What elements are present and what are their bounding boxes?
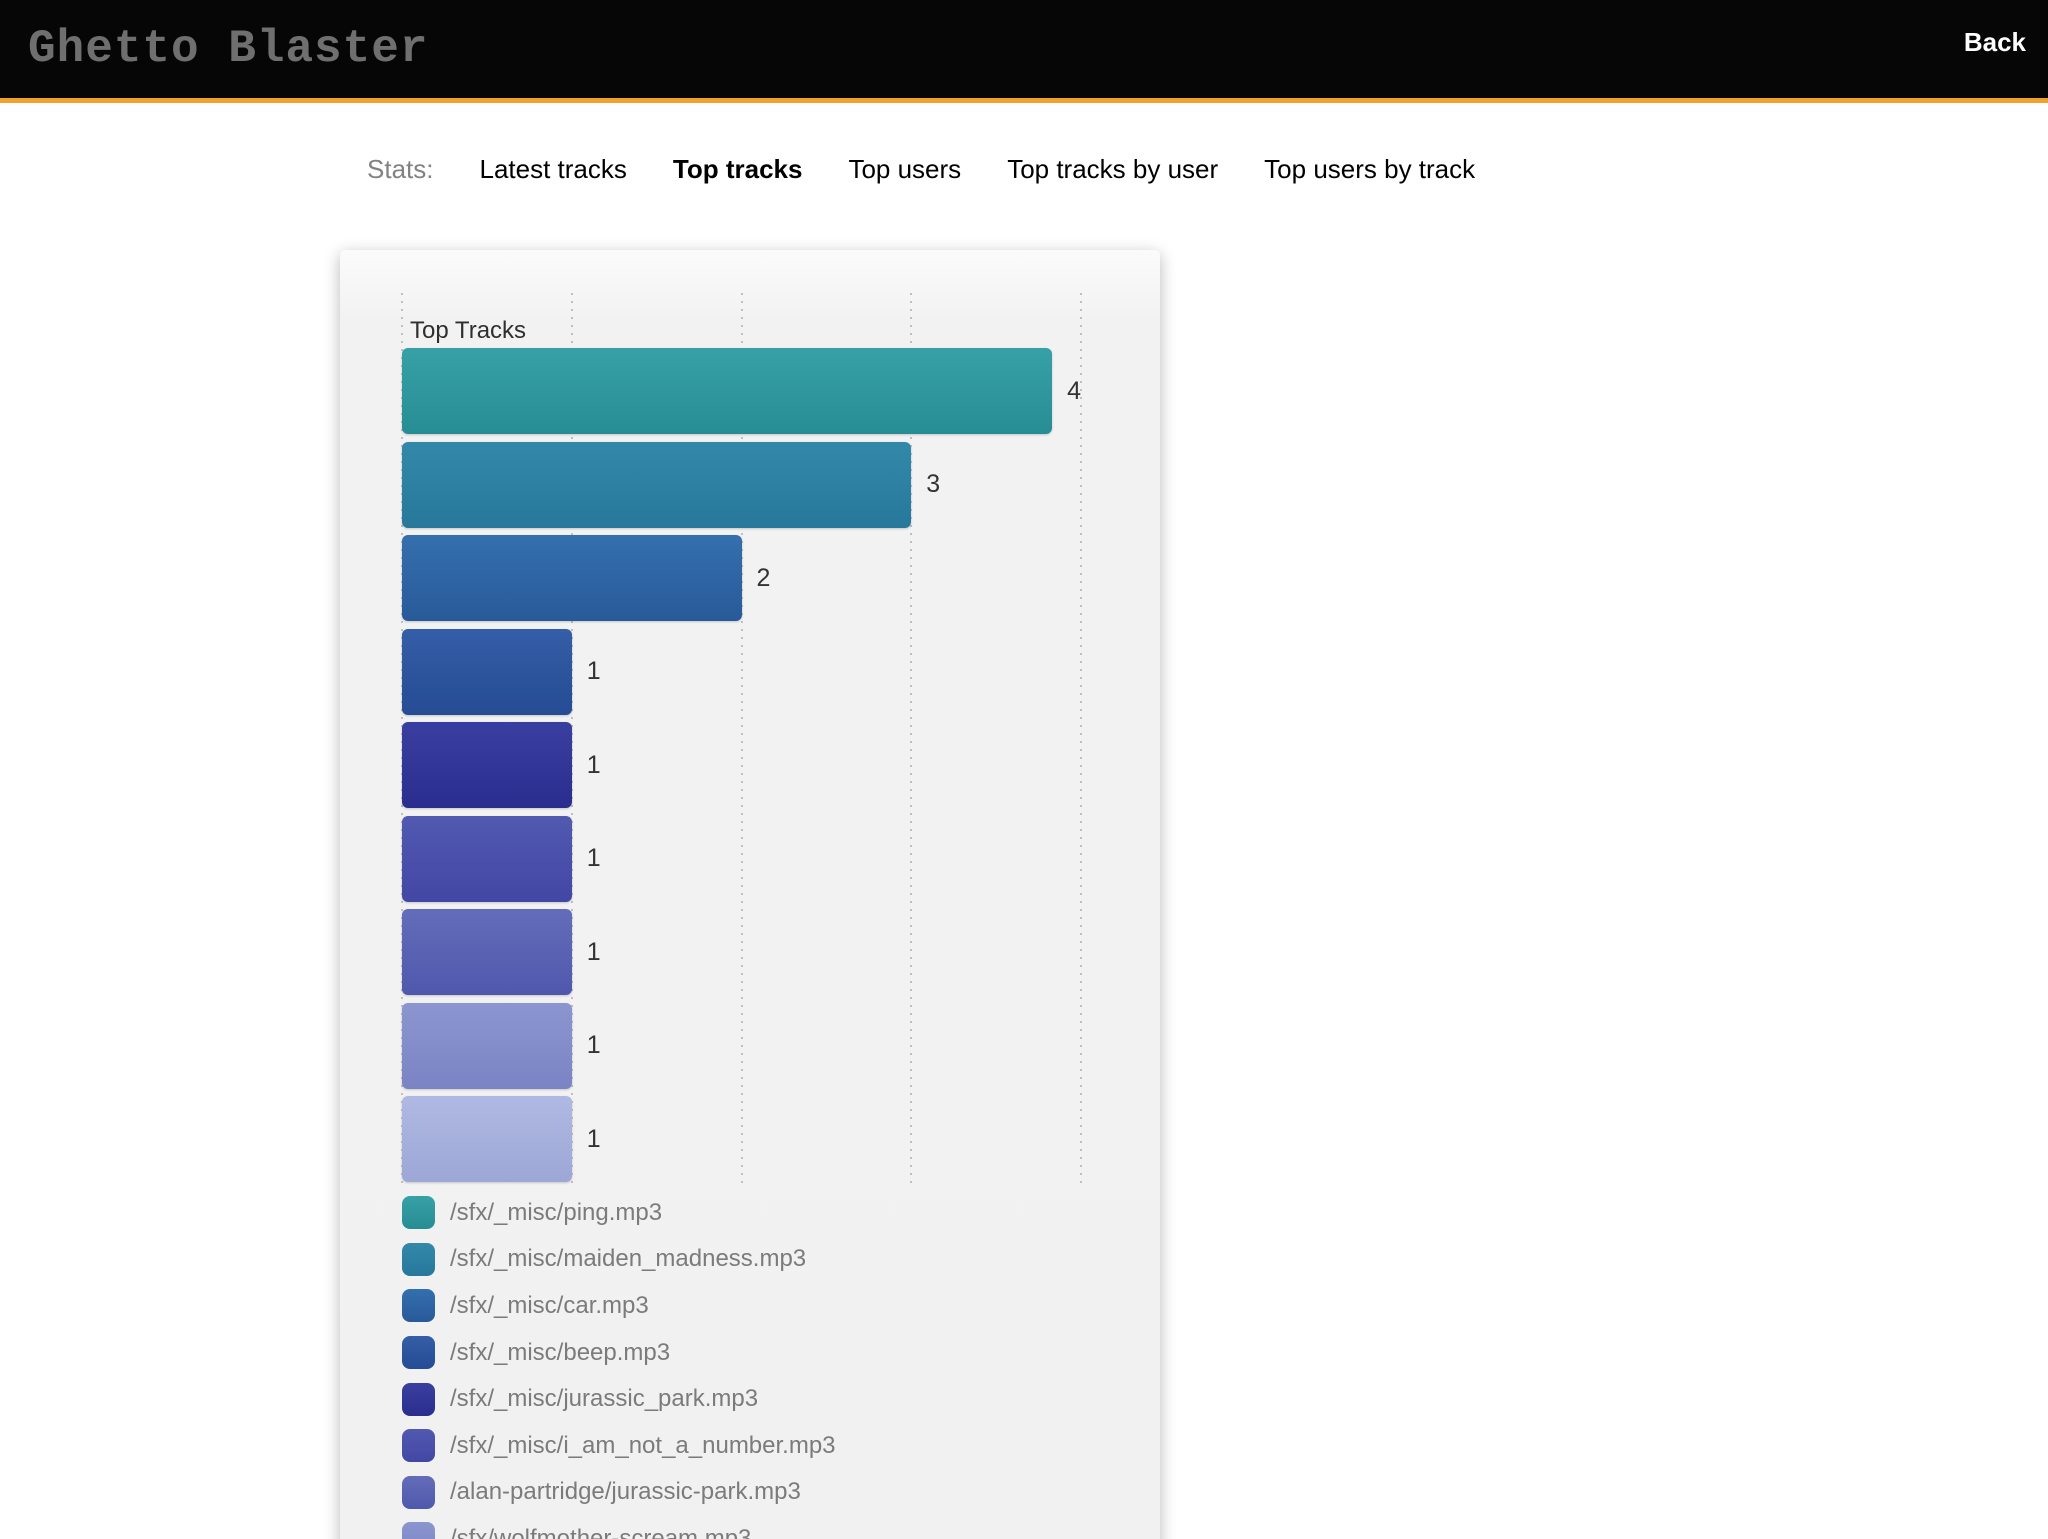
legend-label: /sfx/_misc/car.mp3 [450,1291,649,1319]
legend-label: /sfx/wolfmother-scream.mp3 [450,1524,752,1539]
legend-swatch [402,1475,435,1509]
app-header: Ghetto Blaster Back [0,0,2048,103]
legend-label: /sfx/_misc/beep.mp3 [450,1338,671,1366]
legend-item: /sfx/_misc/car.mp3 [402,1283,1081,1330]
chart-card: Top Tracks 4 3 2 1 1 1 1 1 1 /sfx/_misc/ping.mp3… [340,250,1160,1539]
bar [402,722,572,808]
app-title: Ghetto Blaster [28,23,429,75]
legend-label: /sfx/_misc/maiden_madness.mp3 [450,1245,807,1273]
gridline [1080,293,1082,1185]
legend-item: /sfx/wolfmother-scream.mp3 [402,1516,1081,1539]
chart-title: Top Tracks [410,317,527,344]
legend-item: /sfx/_misc/maiden_madness.mp3 [402,1236,1081,1283]
nav-item-top-users[interactable]: Top users [848,154,962,184]
bar-row: 1 [402,1002,1081,1089]
bar-row: 1 [402,1096,1081,1182]
legend-swatch [402,1289,435,1323]
bars: 4 3 2 1 1 1 1 1 1 [402,348,1081,1182]
bar-value-label: 1 [586,750,601,779]
nav-item-latest-tracks[interactable]: Latest tracks [479,154,627,184]
legend-item: /sfx/_misc/jurassic_park.mp3 [402,1376,1081,1423]
legend-swatch [402,1242,435,1276]
legend-item: /sfx/_misc/ping.mp3 [402,1190,1081,1237]
bar-row: 1 [402,815,1081,902]
legend-label: /sfx/_misc/jurassic_park.mp3 [450,1385,759,1413]
gridline [570,293,573,1185]
legend-swatch [402,1196,435,1230]
bar-value-label: 1 [586,1124,601,1153]
nav-item-top-tracks[interactable]: Top tracks [672,154,803,184]
legend-item: /sfx/_misc/i_am_not_a_number.mp3 [402,1422,1081,1469]
bar-value-label: 4 [1067,376,1081,405]
nav-item-top-tracks-by-user[interactable]: Top tracks by user [1007,154,1219,184]
nav-label: Stats: [367,154,434,184]
bar-value-label: 2 [756,563,771,592]
bar-value-label: 3 [926,470,941,498]
bar-row: 1 [402,628,1081,715]
legend-label: /alan-partridge/jurassic-park.mp3 [450,1478,801,1506]
legend-swatch [402,1522,435,1539]
bar-row: 2 [402,535,1081,621]
nav-item-top-users-by-track[interactable]: Top users by track [1264,154,1476,184]
gridline [910,293,913,1185]
legend-swatch [402,1429,435,1463]
back-link[interactable]: Back [1963,27,2026,57]
legend-swatch [402,1336,435,1370]
legend-item: /alan-partridge/jurassic-park.mp3 [402,1469,1081,1516]
stats-nav: Stats: Latest tracks Top tracks Top user… [367,152,2048,187]
bar-value-label: 1 [586,937,601,966]
legend: /sfx/_misc/ping.mp3/sfx/_misc/maiden_mad… [402,1190,1081,1539]
bar-row: 1 [402,722,1081,808]
plot-area: Top Tracks 4 3 2 1 1 1 1 1 1 [401,293,1082,1185]
bar-value-label: 1 [586,844,601,872]
bar [402,1096,572,1182]
legend-label: /sfx/_misc/ping.mp3 [450,1198,663,1226]
bar [402,628,572,715]
bar [402,441,912,528]
bar [402,348,1053,434]
bar-row: 3 [402,441,1081,528]
bar [402,1002,572,1089]
legend-label: /sfx/_misc/i_am_not_a_number.mp3 [450,1431,836,1459]
gridline [740,293,743,1185]
bar-row: 4 [402,348,1081,434]
bar-row: 1 [402,909,1081,995]
bar-value-label: 1 [586,657,601,685]
bar [402,535,742,621]
bar-value-label: 1 [586,1031,601,1059]
legend-swatch [402,1382,435,1416]
bar [402,909,572,995]
legend-item: /sfx/_misc/beep.mp3 [402,1329,1081,1376]
bar [402,815,572,902]
